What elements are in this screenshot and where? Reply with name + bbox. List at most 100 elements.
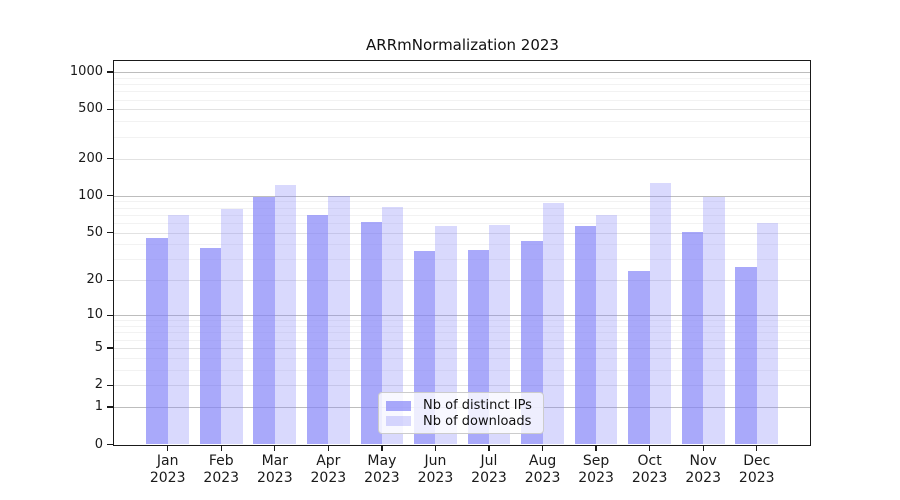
gridline: [114, 201, 810, 203]
gridline: [114, 158, 810, 160]
bar-downloads: [649, 182, 672, 445]
x-tick-mark: [381, 444, 383, 451]
gridline: [114, 77, 810, 79]
legend-item: Nb of distinct IPs: [386, 398, 535, 414]
bar-distinct-ips: [199, 248, 222, 445]
bar-downloads: [167, 214, 190, 445]
x-tick-mark: [327, 444, 330, 451]
y-tick-label: 5: [94, 339, 103, 355]
x-tick-label: Mar 2023: [256, 453, 293, 486]
x-tick-mark: [702, 444, 704, 451]
gridline: [114, 320, 810, 322]
bar-downloads: [596, 214, 618, 445]
x-tick-mark: [434, 444, 437, 451]
x-tick-mark: [648, 444, 651, 451]
y-tick-label: 2: [94, 377, 103, 393]
y-tick-mark: [107, 279, 113, 282]
gridline: [114, 357, 810, 359]
x-tick-mark: [756, 444, 758, 451]
bar-distinct-ips: [574, 225, 597, 445]
gridline: [114, 232, 810, 234]
bar-downloads: [542, 203, 564, 445]
gridline: [114, 214, 810, 216]
plot-area: [113, 60, 811, 446]
bar-downloads: [221, 208, 243, 445]
gridline: [114, 109, 810, 111]
x-tick-label: Jan 2023: [149, 453, 186, 486]
gridline: [114, 91, 810, 93]
y-tick-mark: [107, 406, 113, 408]
x-tick-label: Jun 2023: [417, 453, 454, 486]
gridline: [114, 369, 810, 371]
bar-downloads: [274, 185, 297, 445]
y-tick-mark: [107, 157, 113, 160]
gridline: [114, 121, 810, 123]
gridline: [114, 136, 810, 138]
legend-swatch-icon: [386, 416, 411, 427]
y-tick-mark: [107, 443, 113, 446]
gridline: [114, 385, 810, 387]
y-tick-mark: [107, 71, 113, 73]
bar-downloads: [756, 222, 779, 445]
y-tick-mark: [107, 314, 113, 316]
y-tick-label: 100: [78, 187, 103, 203]
y-tick-label: 0: [94, 436, 103, 452]
bar-distinct-ips: [735, 266, 757, 445]
x-tick-mark: [220, 444, 222, 451]
bar-distinct-ips: [306, 214, 329, 445]
y-tick-mark: [107, 108, 113, 111]
x-tick-label: Sep 2023: [578, 453, 614, 486]
gridline: [114, 244, 810, 246]
y-tick-mark: [107, 384, 113, 386]
chart-title: ARRmNormalization 2023: [366, 36, 559, 54]
gridline: [114, 339, 810, 341]
y-tick-label: 200: [78, 150, 103, 166]
y-tick-label: 1: [94, 399, 103, 415]
bar-downloads: [381, 206, 404, 445]
x-tick-label: Oct 2023: [631, 453, 668, 486]
gridline: [114, 207, 810, 209]
gridline: [114, 326, 810, 328]
bar-downloads: [435, 225, 457, 445]
bar-distinct-ips: [146, 238, 168, 445]
bar-distinct-ips: [360, 222, 382, 445]
y-tick-mark: [107, 347, 113, 349]
bar-distinct-ips: [628, 271, 650, 445]
gridline: [114, 332, 810, 334]
x-tick-label: May 2023: [364, 453, 400, 486]
y-tick-label: 20: [86, 272, 103, 288]
gridline: [114, 222, 810, 224]
gridline: [114, 347, 810, 349]
x-tick-mark: [488, 444, 490, 451]
y-tick-label: 1000: [69, 64, 103, 80]
y-tick-label: 50: [86, 224, 103, 240]
gridline: [114, 72, 810, 74]
legend-item: Nb of downloads: [386, 414, 535, 430]
gridline: [114, 315, 810, 317]
gridline: [114, 99, 810, 101]
x-tick-label: Nov 2023: [685, 453, 721, 486]
x-tick-label: Aug 2023: [524, 453, 561, 486]
gridline: [114, 259, 810, 261]
bar-distinct-ips: [681, 231, 704, 445]
legend-label: Nb of downloads: [423, 413, 532, 429]
y-tick-mark: [107, 195, 113, 197]
bar-distinct-ips: [253, 196, 275, 445]
x-tick-label: Apr 2023: [310, 453, 347, 486]
bar-downloads: [489, 224, 511, 445]
x-tick-label: Feb 2023: [203, 453, 240, 486]
y-tick-label: 10: [86, 307, 103, 323]
legend-label: Nb of distinct IPs: [423, 398, 532, 414]
x-tick-mark: [167, 444, 169, 451]
x-tick-mark: [595, 444, 597, 451]
legend-swatch-icon: [386, 400, 411, 411]
bar-downloads: [328, 195, 350, 445]
gridline: [114, 84, 810, 86]
x-tick-label: Dec 2023: [738, 453, 775, 486]
x-tick-label: Jul 2023: [471, 453, 507, 486]
x-tick-mark: [274, 444, 276, 451]
bar-downloads: [703, 197, 725, 445]
gridline: [114, 280, 810, 282]
y-tick-label: 500: [78, 101, 103, 117]
